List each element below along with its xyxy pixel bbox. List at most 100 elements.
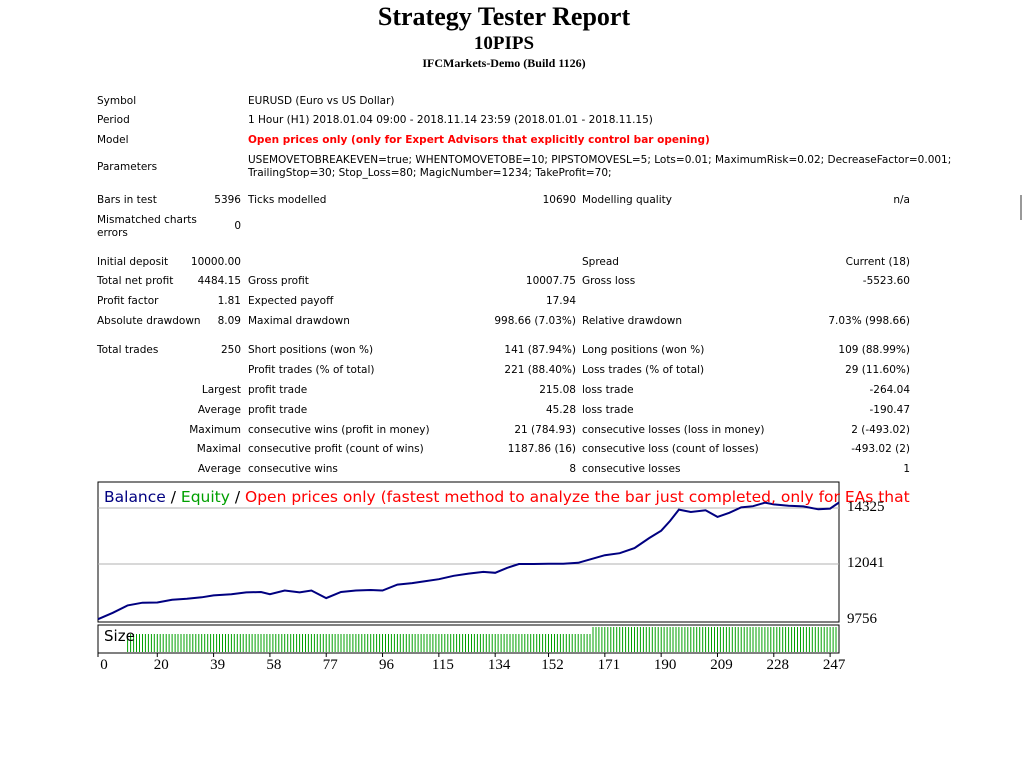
total-trades-label: Total trades bbox=[97, 344, 159, 356]
maximal-consecutive-profit-label: consecutive profit (count of wins) bbox=[248, 443, 424, 455]
x-tick-marks bbox=[97, 653, 831, 657]
symbol-label: Symbol bbox=[97, 95, 137, 107]
legend-separator-1: / bbox=[165, 488, 181, 506]
maximal-consecutive-profit-value: 1187.86 (16) bbox=[507, 443, 576, 455]
report-title: Strategy Tester Report bbox=[377, 2, 631, 31]
gross-profit-value: 10007.75 bbox=[525, 275, 576, 287]
short-positions-value: 141 (87.94%) bbox=[504, 344, 576, 356]
parameters-label: Parameters bbox=[97, 161, 158, 173]
legend-balance: Balance bbox=[104, 488, 166, 506]
x-tick-label: 247 bbox=[822, 657, 846, 673]
largest-profit-label: profit trade bbox=[248, 384, 308, 396]
x-tick-label: 115 bbox=[431, 657, 454, 673]
total-net-profit-label: Total net profit bbox=[97, 275, 174, 287]
y-tick-label-bottom: 9756 bbox=[847, 611, 877, 627]
y-tick-label-mid: 12041 bbox=[847, 555, 885, 571]
relative-drawdown-label: Relative drawdown bbox=[582, 315, 683, 327]
scroll-edge bbox=[1020, 195, 1022, 220]
modelling-quality-label: Modelling quality bbox=[582, 194, 672, 206]
average-label: Average bbox=[197, 404, 241, 416]
absolute-drawdown-value: 8.09 bbox=[217, 315, 241, 327]
avg-consecutive-wins-value: 8 bbox=[569, 463, 576, 475]
ticks-modelled-value: 10690 bbox=[542, 194, 576, 206]
x-tick-label: 228 bbox=[766, 657, 790, 673]
x-tick-label: 0 bbox=[100, 657, 108, 673]
gross-loss-value: -5523.60 bbox=[862, 275, 910, 287]
size-label: Size bbox=[104, 627, 135, 645]
y-tick-label-top: 14325 bbox=[847, 499, 885, 515]
maximal-consecutive-loss-value: -493.02 (2) bbox=[851, 443, 910, 455]
model-label: Model bbox=[97, 134, 129, 146]
expert-name: 10PIPS bbox=[473, 33, 535, 54]
gross-profit-label: Gross profit bbox=[248, 275, 309, 287]
avg-consecutive-wins-label: consecutive wins bbox=[248, 463, 338, 475]
maximal-label: Maximal bbox=[196, 443, 241, 455]
long-positions-label: Long positions (won %) bbox=[582, 344, 705, 356]
x-tick-label: 39 bbox=[210, 657, 226, 673]
short-positions-label: Short positions (won %) bbox=[248, 344, 374, 356]
x-tick-label: 77 bbox=[322, 657, 338, 673]
legend-separator-2: / bbox=[229, 488, 245, 506]
x-tick-label: 20 bbox=[153, 657, 169, 673]
chart-legend: Balance / Equity / Open prices only (fas… bbox=[104, 488, 910, 506]
parameters-line-2: TrailingStop=30; Stop_Loss=80; MagicNumb… bbox=[248, 167, 612, 179]
bars-in-test-value: 5396 bbox=[214, 194, 241, 206]
largest-loss-label: loss trade bbox=[582, 384, 634, 396]
largest-profit-value: 215.08 bbox=[539, 384, 576, 396]
spread-label: Spread bbox=[582, 256, 619, 268]
expected-payoff-label: Expected payoff bbox=[248, 295, 334, 307]
ticks-modelled-label: Ticks modelled bbox=[248, 194, 327, 206]
chart-frame bbox=[97, 481, 840, 623]
x-tick-label: 190 bbox=[653, 657, 677, 673]
spread-value: Current (18) bbox=[845, 256, 910, 268]
initial-deposit-label: Initial deposit bbox=[97, 256, 169, 268]
average-profit-label: profit trade bbox=[248, 404, 308, 416]
max-consecutive-losses-value: 2 (-493.02) bbox=[851, 424, 910, 436]
maximal-drawdown-label: Maximal drawdown bbox=[248, 315, 350, 327]
profit-factor-value: 1.81 bbox=[217, 295, 241, 307]
legend-equity: Equity bbox=[180, 488, 230, 506]
mismatched-value: 0 bbox=[234, 220, 241, 232]
mismatched-label-line-1: Mismatched charts bbox=[97, 214, 197, 226]
x-tick-label: 96 bbox=[379, 657, 395, 673]
profit-factor-label: Profit factor bbox=[97, 295, 159, 307]
x-tick-label: 58 bbox=[266, 657, 282, 673]
legend-model: Open prices only (fastest method to anal… bbox=[245, 488, 910, 506]
mismatched-label-line-2: errors bbox=[97, 227, 128, 239]
maximal-drawdown-value: 998.66 (7.03%) bbox=[494, 315, 576, 327]
period-label: Period bbox=[97, 114, 130, 126]
expected-payoff-value: 17.94 bbox=[545, 295, 576, 307]
max-consecutive-losses-label: consecutive losses (loss in money) bbox=[582, 424, 765, 436]
long-positions-value: 109 (88.99%) bbox=[838, 344, 910, 356]
model-value: Open prices only (only for Expert Adviso… bbox=[248, 134, 710, 146]
total-trades-value: 250 bbox=[220, 344, 241, 356]
balance-line bbox=[97, 501, 840, 621]
average-consecutive-label: Average bbox=[197, 463, 241, 475]
size-bars bbox=[127, 627, 837, 652]
server-name: IFCMarkets-Demo (Build 1126) bbox=[422, 56, 586, 70]
symbol-value: EURUSD (Euro vs US Dollar) bbox=[248, 95, 395, 107]
period-value: 1 Hour (H1) 2018.01.04 09:00 - 2018.11.1… bbox=[248, 114, 653, 126]
relative-drawdown-value: 7.03% (998.66) bbox=[828, 315, 910, 327]
maximal-consecutive-loss-label: consecutive loss (count of losses) bbox=[582, 443, 759, 455]
max-consecutive-wins-value: 21 (784.93) bbox=[514, 424, 576, 436]
x-tick-label: 209 bbox=[710, 657, 733, 673]
total-net-profit-value: 4484.15 bbox=[197, 275, 241, 287]
avg-consecutive-losses-value: 1 bbox=[903, 463, 910, 475]
loss-trades-label: Loss trades (% of total) bbox=[582, 364, 705, 376]
profit-trades-value: 221 (88.40%) bbox=[504, 364, 576, 376]
x-tick-label: 134 bbox=[487, 657, 511, 673]
avg-consecutive-losses-label: consecutive losses bbox=[582, 463, 681, 475]
modelling-quality-value: n/a bbox=[893, 194, 910, 206]
initial-deposit-value: 10000.00 bbox=[190, 256, 241, 268]
gross-loss-label: Gross loss bbox=[582, 275, 636, 287]
average-loss-value: -190.47 bbox=[869, 404, 910, 416]
x-tick-label: 171 bbox=[597, 657, 621, 673]
max-consecutive-wins-label: consecutive wins (profit in money) bbox=[248, 424, 430, 436]
absolute-drawdown-label: Absolute drawdown bbox=[97, 315, 201, 327]
average-profit-value: 45.28 bbox=[545, 404, 576, 416]
largest-label: Largest bbox=[201, 384, 241, 396]
parameters-line-1: USEMOVETOBREAKEVEN=true; WHENTOMOVETOBE=… bbox=[248, 154, 952, 166]
maximum-label: Maximum bbox=[189, 424, 241, 436]
